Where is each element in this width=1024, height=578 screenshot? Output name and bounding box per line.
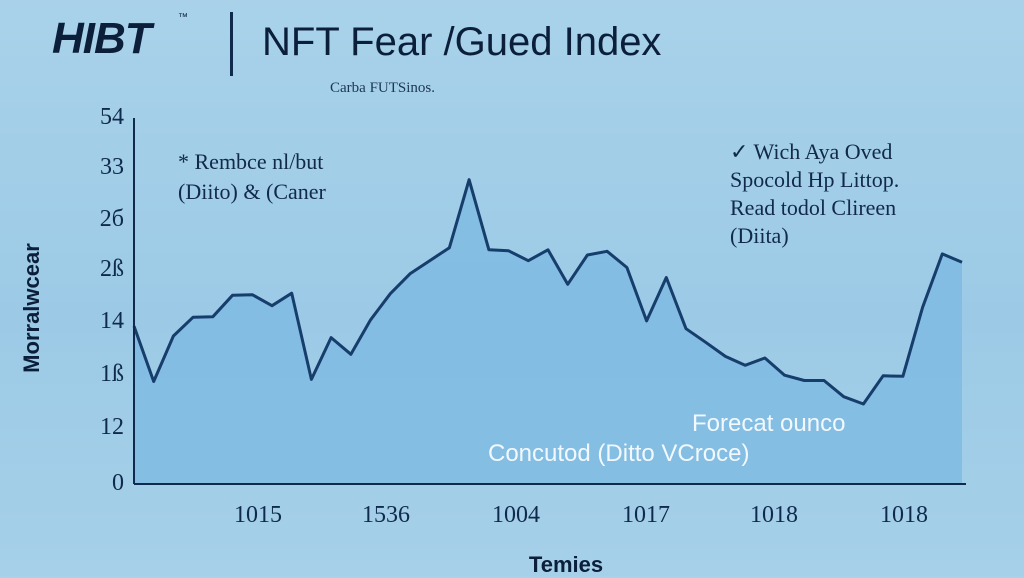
y-tick-label: 33 [100,154,124,180]
x-tick-label: 1015 [234,502,282,528]
y-tick-label: 0 [112,470,124,496]
chart-subtitle: Carba FUTSinos. [330,80,435,96]
x-tick-label: 1017 [622,502,670,528]
y-tick-label: 1ß [100,361,124,387]
y-tick-label: 2ß [100,256,124,282]
trademark-mark: ™ [178,12,188,23]
annotation-right-line3: Read todol Clireen [730,195,897,220]
annotation-left-line2: (Diito) & (Caner [178,179,326,204]
x-tick-label: 1004 [492,502,540,528]
series-line [132,178,963,406]
annotation-right-line4: (Diita) [730,223,789,248]
forecast-label: Forecat ounco [692,410,846,437]
chart-title: NFT Fear /Gued Index [262,20,662,64]
hibt-logo: HIBT [52,14,152,63]
x-axis-label: Temies [528,552,604,577]
annotation-right-line1: ✓ Wich Aya Oved [730,139,893,164]
annotation-right-line2: Spocold Hp Littop. [730,167,900,192]
x-tick-label: 1536 [362,502,410,528]
x-tick-label: 1018 [750,502,798,528]
y-axis-ticks: 0 12 1ß 14 2ß 2б 33 54 [60,0,124,576]
annotation-left-line1: * Rembce nl/but [178,149,324,174]
header-divider [230,12,233,76]
concluded-label: Concutod (Ditto VCroce) [488,440,750,467]
y-tick-label: 54 [100,104,124,130]
y-tick-label: 12 [100,414,124,440]
y-tick-label: 2б [99,206,124,232]
x-tick-label: 1018 [880,502,928,528]
y-tick-label: 14 [100,308,124,334]
series-area [134,179,962,484]
